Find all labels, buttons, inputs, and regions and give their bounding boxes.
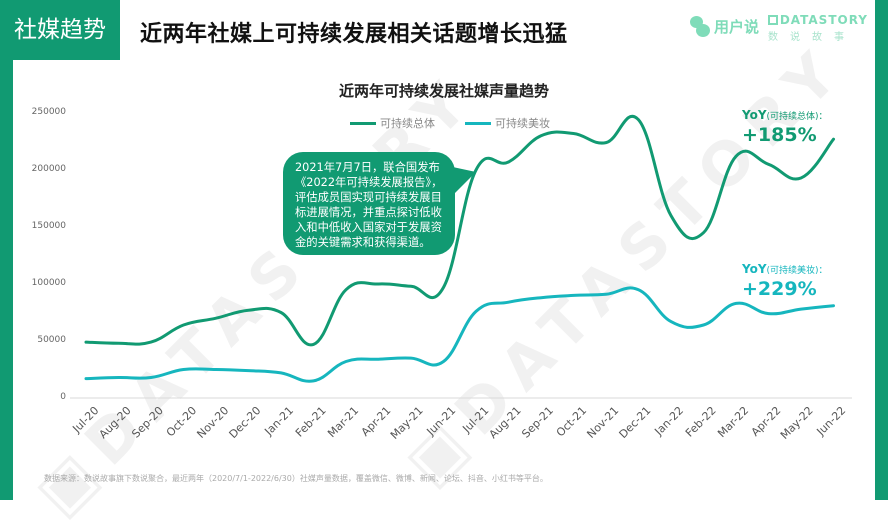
- y-tick: 0: [60, 392, 66, 402]
- user-say-logo-text: 用户说: [714, 17, 760, 36]
- chart-legend: 可持续总体 可持续美妆: [350, 115, 550, 131]
- yoy-beauty-callout: YoY(可持续美妆)： +229%: [742, 262, 828, 300]
- y-tick: 100000: [31, 278, 66, 288]
- y-tick: 50000: [37, 335, 66, 345]
- y-tick: 150000: [31, 221, 66, 231]
- legend-swatch-beauty: [465, 121, 491, 125]
- page-title: 近两年社媒上可持续发展相关话题增长迅猛: [140, 22, 568, 47]
- y-tick: 200000: [31, 164, 66, 174]
- left-accent-bar: [0, 0, 13, 500]
- datastory-logo: DATASTORY 数说故事: [768, 13, 868, 43]
- datastory-logo-text: DATASTORY: [779, 13, 868, 27]
- yoy-beauty-sublabel: (可持续美妆)：: [766, 266, 828, 276]
- legend-item-total: 可持续总体: [350, 115, 435, 131]
- data-source-footnote: 数据来源：数说故事旗下数说聚合，最近两年（2020/7/1-2022/6/30）…: [44, 474, 548, 483]
- user-say-logo: 用户说: [690, 14, 759, 38]
- annotation-callout: 2021年7月7日，联合国发布《2022年可持续发展报告》，评估成员国实现可持续…: [283, 152, 455, 255]
- speech-bubbles-icon: [690, 14, 710, 38]
- legend-swatch-total: [350, 121, 376, 125]
- yoy-beauty-label: YoY: [742, 262, 767, 276]
- chart-title: 近两年可持续发展社媒声量趋势: [338, 82, 549, 100]
- yoy-total-label: YoY: [742, 108, 767, 122]
- yoy-total-value: +185%: [742, 124, 817, 146]
- datastory-logo-subtext: 数说故事: [768, 32, 856, 43]
- right-accent-bar: [875, 0, 888, 500]
- series-line-total: [84, 114, 835, 347]
- legend-label: 可持续总体: [380, 117, 435, 130]
- section-tag: 社媒趋势: [0, 0, 120, 60]
- legend-label: 可持续美妆: [495, 117, 550, 130]
- y-tick: 250000: [31, 107, 66, 117]
- datastory-mark-icon: [768, 15, 778, 25]
- line-chart-plot: [70, 114, 852, 399]
- legend-item-beauty: 可持续美妆: [465, 115, 550, 131]
- yoy-beauty-value: +229%: [742, 278, 817, 300]
- yoy-total-callout: YoY(可持续总体)： +185%: [742, 108, 828, 146]
- series-line-beauty: [84, 286, 835, 383]
- yoy-total-sublabel: (可持续总体)：: [766, 112, 828, 122]
